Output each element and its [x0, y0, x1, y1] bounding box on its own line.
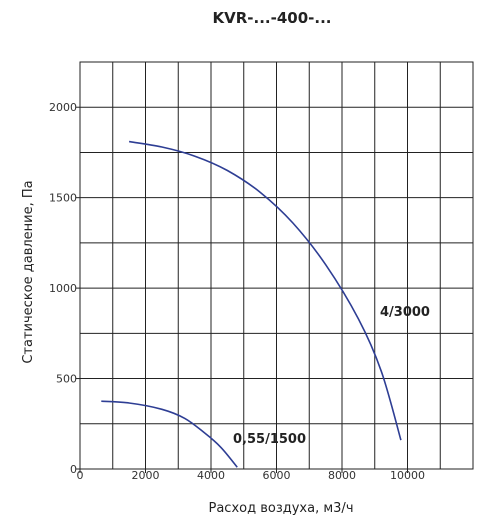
series-line-2: [101, 400, 238, 468]
y-tick-label: 1500: [49, 192, 77, 205]
x-tick-label: 8000: [328, 469, 356, 482]
x-tick-label: 4000: [197, 469, 225, 482]
x-tick-labels: 0 2000 4000 6000 8000 10000: [77, 469, 425, 482]
y-tick-label: 2000: [49, 101, 77, 114]
grid: [80, 62, 473, 469]
x-axis-label: Расход воздуха, м3/ч: [209, 501, 354, 516]
series-line-1: [128, 140, 402, 441]
series-lines: [101, 140, 402, 468]
series-label-2: 0,55/1500: [233, 432, 306, 447]
y-tick-labels: 0 500 1000 1500 2000: [49, 101, 80, 476]
y-axis-label: Статическое давление, Па: [21, 180, 36, 363]
x-tick-label: 10000: [390, 469, 425, 482]
y-tick-label: 500: [56, 373, 77, 386]
x-tick-label: 6000: [263, 469, 291, 482]
x-tick-label: 2000: [132, 469, 160, 482]
series-label-1: 4/3000: [380, 305, 430, 320]
y-tick-label: 1000: [49, 282, 77, 295]
series-labels: 4/3000 0,55/1500: [233, 305, 430, 447]
x-tick-label: 0: [77, 469, 84, 482]
chart-title: KVR-...-400-...: [213, 9, 332, 27]
y-tick-label: 0: [70, 463, 77, 476]
